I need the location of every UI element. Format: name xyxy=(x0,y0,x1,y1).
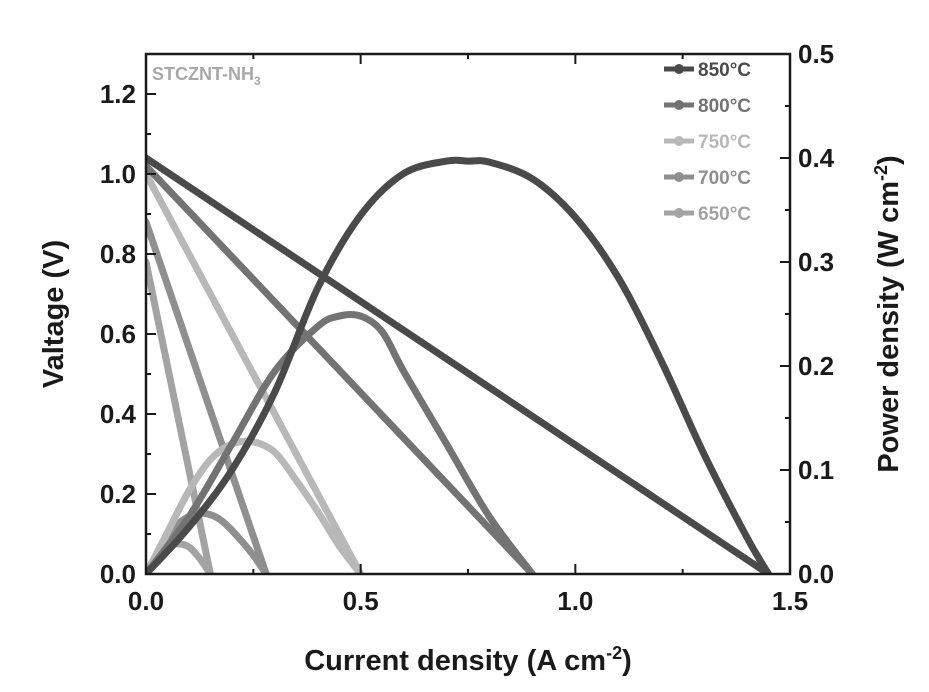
legend-label: 800°C xyxy=(698,96,751,117)
legend-entry: 750°C xyxy=(664,132,751,153)
legend-swatch-marker xyxy=(674,64,684,74)
y-left-tick-label: 0.6 xyxy=(100,319,136,349)
voltage-line-850c xyxy=(146,154,773,574)
power-curve-800c xyxy=(146,310,536,574)
legend-swatch-marker xyxy=(674,100,684,110)
y-axis-right-title: Power density (W cm-2) xyxy=(871,155,905,472)
legend-entry: 650°C xyxy=(664,204,751,225)
y-left-tick-label: 0.2 xyxy=(100,479,136,509)
y-right-tick-label: 0.3 xyxy=(798,247,834,277)
data-curves xyxy=(146,154,773,574)
y-left-tick-label: 1.2 xyxy=(100,79,136,109)
y-right-tick-label: 0.4 xyxy=(798,143,835,173)
y-left-tick-label: 0.8 xyxy=(100,239,136,269)
y-right-tick-label: 0.1 xyxy=(798,455,834,485)
legend-swatch-marker xyxy=(674,172,684,182)
sample-annotation: STCZNT-NH3 xyxy=(152,64,261,88)
voltage-line-700c xyxy=(146,218,270,574)
legend-label: 750°C xyxy=(698,132,751,153)
power-curve-850c xyxy=(146,156,773,574)
legend-entry: 800°C xyxy=(664,96,751,117)
legend-label: 700°C xyxy=(698,168,751,189)
legend-entry: 700°C xyxy=(664,168,751,189)
y-left-tick-label: 0.4 xyxy=(100,399,137,429)
legend-swatch-marker xyxy=(674,208,684,218)
x-tick-label: 0.0 xyxy=(128,586,164,616)
x-tick-label: 1.5 xyxy=(772,586,808,616)
y-left-tick-label: 1.0 xyxy=(100,159,136,189)
voltage-line-650c xyxy=(146,258,214,574)
y-right-tick-label: 0.0 xyxy=(798,559,834,589)
y-left-tick-label: 0.0 xyxy=(100,559,136,589)
legend: 850°C 800°C 750°C 700°C 650°C xyxy=(664,60,751,225)
legend-swatch-marker xyxy=(674,136,684,146)
axis-ticks: 0.0 0.5 1.0 1.50.00.20.40.60.81.01.20.00.10… xyxy=(100,39,835,616)
legend-entry: 850°C xyxy=(664,60,751,81)
x-axis-title: Current density (A cm-2) xyxy=(304,643,632,677)
power-curve-750c xyxy=(146,437,365,574)
y-right-tick-label: 0.2 xyxy=(798,351,834,381)
voltage-line-750c xyxy=(146,170,365,574)
x-tick-label: 0.5 xyxy=(343,586,379,616)
legend-label: 850°C xyxy=(698,60,751,81)
legend-label: 650°C xyxy=(698,204,751,225)
y-right-tick-label: 0.5 xyxy=(798,39,834,69)
y-axis-left-title: Valtage (V) xyxy=(38,240,70,388)
x-tick-label: 1.0 xyxy=(557,586,593,616)
voltage-line-800c xyxy=(146,162,536,574)
